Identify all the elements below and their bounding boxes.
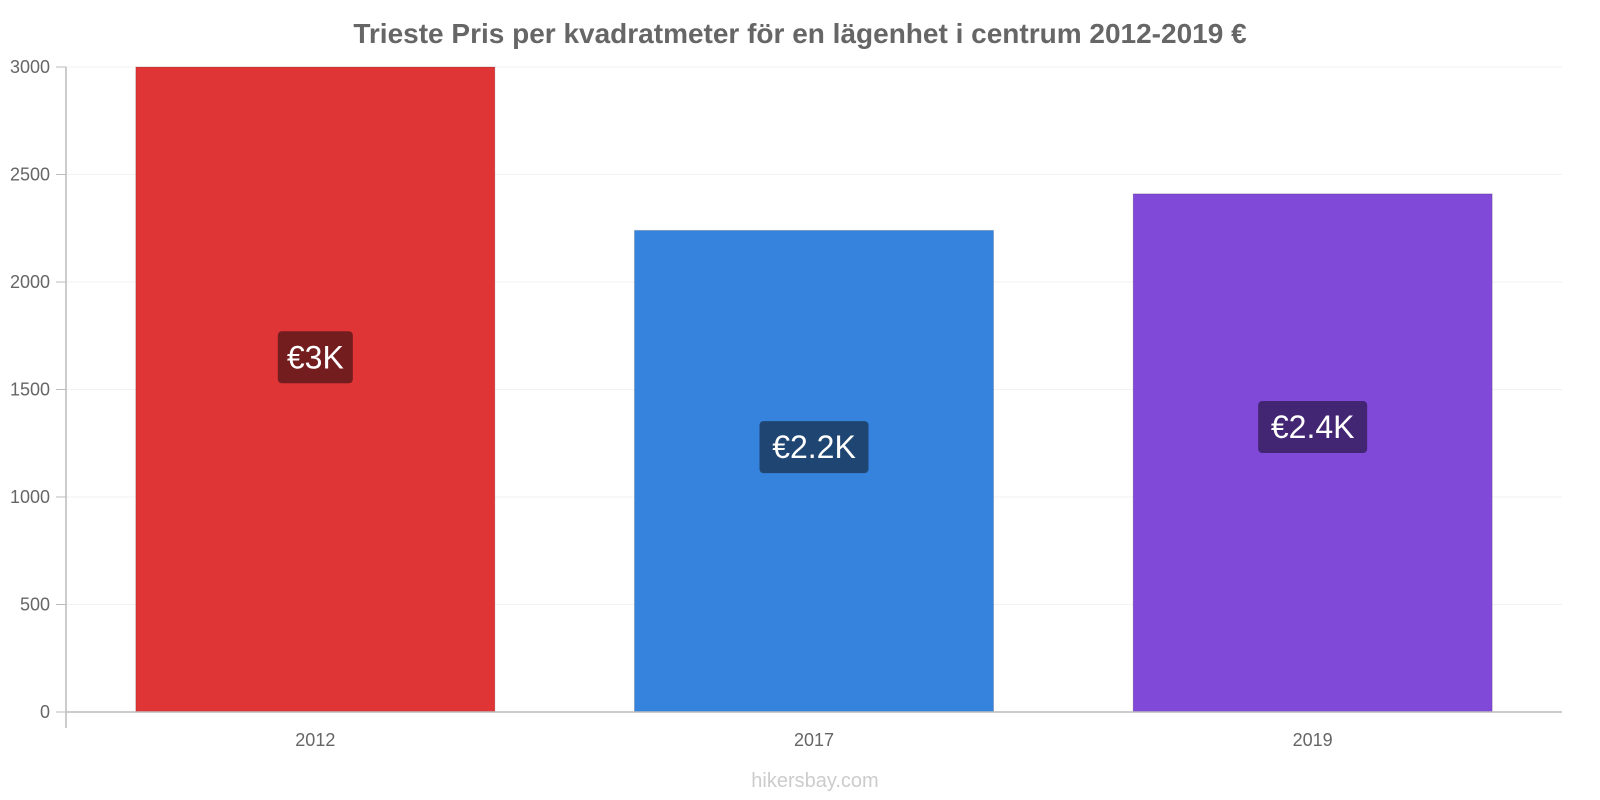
x-tick-label-2012: 2012 xyxy=(295,730,335,750)
y-tick-label: 0 xyxy=(40,702,50,722)
y-tick-label: 2500 xyxy=(10,165,50,185)
value-label-2019: €2.4K xyxy=(1271,409,1355,445)
value-label-2017: €2.2K xyxy=(772,429,856,465)
bars xyxy=(135,66,1493,713)
y-tick-label: 1500 xyxy=(10,380,50,400)
chart-title: Trieste Pris per kvadratmeter för en läg… xyxy=(353,18,1247,49)
bar-2012 xyxy=(135,66,496,713)
value-label-2012: €3K xyxy=(287,339,344,375)
y-axis-ticks: 0 500 1000 1500 2000 2500 3000 xyxy=(10,57,66,722)
y-tick-label: 2000 xyxy=(10,272,50,292)
value-labels: €3K €2.2K €2.4K xyxy=(277,331,1368,474)
y-tick-label: 1000 xyxy=(10,487,50,507)
value-label-bg xyxy=(759,421,869,474)
x-tick-label-2017: 2017 xyxy=(794,730,834,750)
x-tick-label-2019: 2019 xyxy=(1293,730,1333,750)
y-tick-label: 500 xyxy=(20,595,50,615)
watermark: hikersbay.com xyxy=(751,770,878,792)
y-tick-label: 3000 xyxy=(10,57,50,77)
value-label-bg xyxy=(1258,401,1368,454)
x-axis-ticks: 2012 2017 2019 xyxy=(295,730,1332,750)
value-label-bg xyxy=(277,331,353,384)
